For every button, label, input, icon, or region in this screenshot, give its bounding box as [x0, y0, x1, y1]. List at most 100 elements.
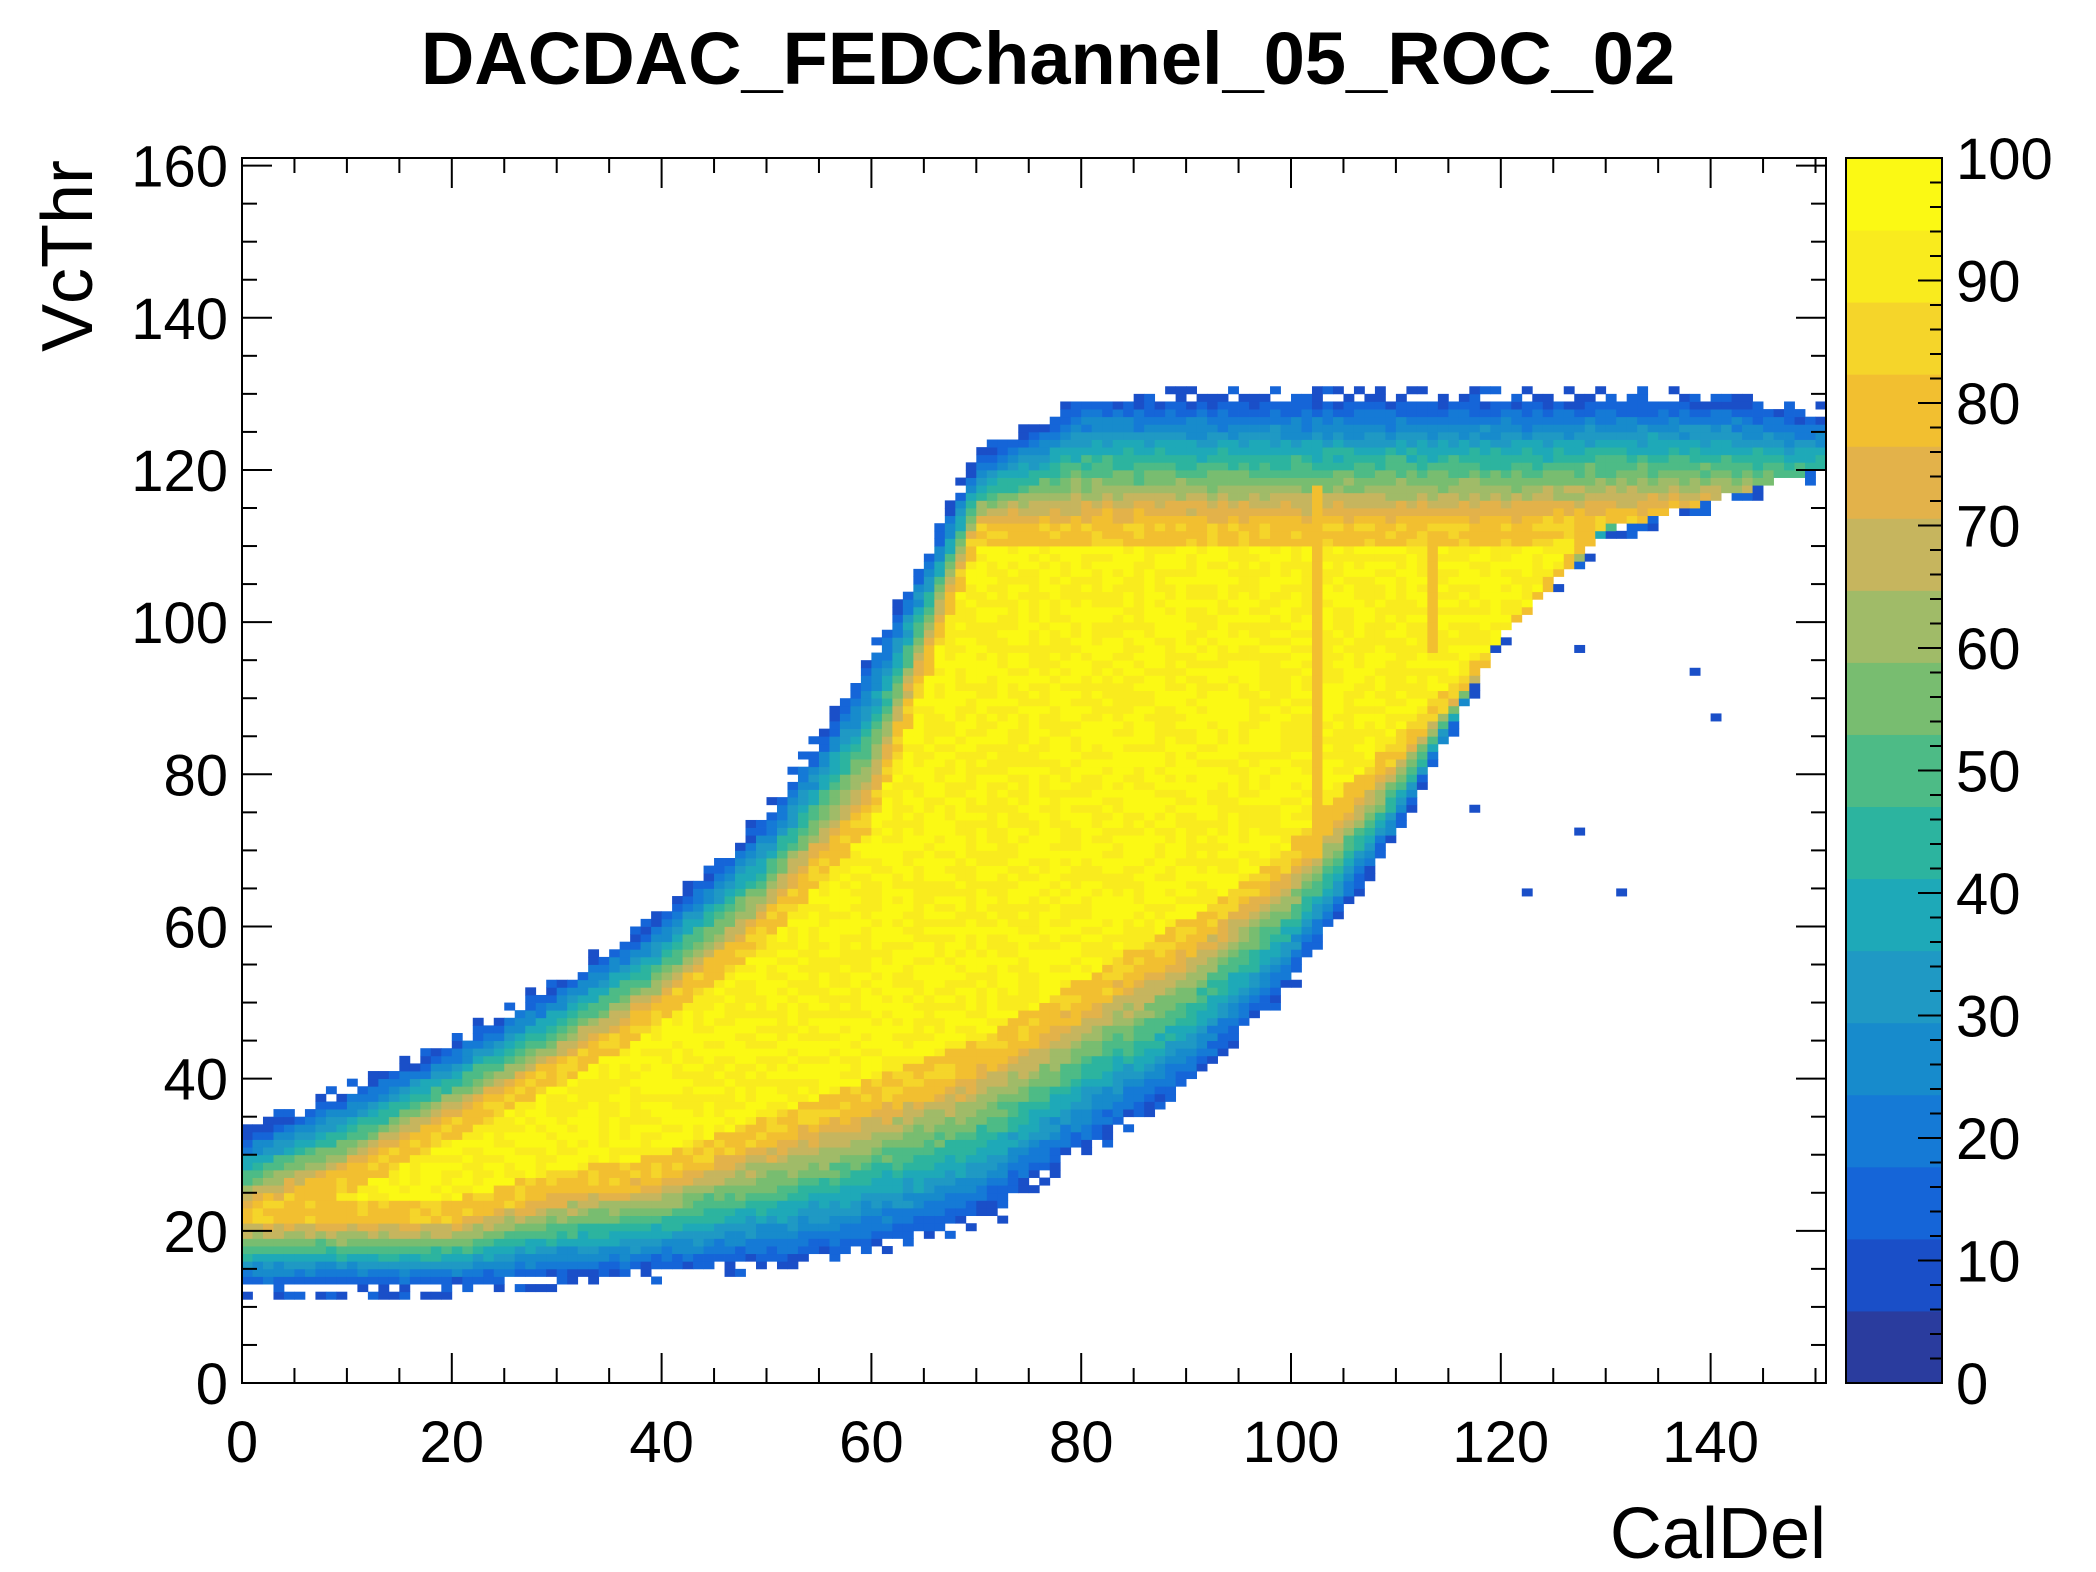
heatmap-cell — [577, 972, 589, 981]
heatmap-cell — [1112, 979, 1124, 988]
heatmap-cell — [1028, 477, 1040, 486]
heatmap-cell — [472, 1147, 484, 1156]
heatmap-cell — [955, 660, 967, 669]
heatmap-cell — [934, 1071, 946, 1080]
heatmap-cell — [923, 1192, 935, 1201]
heatmap-cell — [913, 903, 925, 912]
heatmap-cell — [986, 568, 998, 577]
heatmap-cell — [1102, 644, 1114, 653]
heatmap-cell — [1091, 835, 1103, 844]
heatmap-cell — [776, 1116, 788, 1125]
heatmap-cell — [378, 1238, 390, 1247]
heatmap-cell — [787, 873, 799, 882]
heatmap-cell — [829, 1063, 841, 1072]
heatmap-cell — [1007, 949, 1019, 958]
heatmap-cell — [724, 1139, 736, 1148]
heatmap-cell — [693, 1040, 704, 1049]
heatmap-cell — [493, 1230, 505, 1239]
heatmap-cell — [1007, 492, 1019, 501]
heatmap-cell — [986, 462, 998, 471]
heatmap-cell — [829, 743, 841, 752]
heatmap-cell — [1102, 1040, 1114, 1049]
heatmap-cell — [1049, 622, 1061, 631]
heatmap-cell — [1070, 865, 1082, 874]
heatmap-cell — [923, 743, 935, 752]
heatmap-cell — [965, 911, 977, 920]
heatmap-cell — [504, 1208, 516, 1217]
heatmap-cell — [986, 728, 998, 737]
heatmap-cell — [304, 1147, 316, 1156]
heatmap-cell — [787, 1215, 799, 1224]
heatmap-cell — [1049, 652, 1061, 661]
heatmap-cell — [472, 1169, 484, 1178]
heatmap-cell — [881, 1139, 893, 1148]
heatmap-cell — [514, 1048, 526, 1057]
heatmap-cell — [577, 1010, 589, 1019]
heatmap-cell — [1123, 538, 1135, 547]
heatmap-cell — [871, 789, 883, 798]
heatmap-cell — [997, 553, 1009, 562]
heatmap-cell — [409, 1093, 421, 1102]
heatmap-cell — [483, 1109, 495, 1118]
heatmap-cell — [483, 1215, 495, 1224]
heatmap-cell — [346, 1185, 358, 1194]
heatmap-cell — [1070, 439, 1082, 448]
heatmap-cell — [1123, 644, 1135, 653]
heatmap-cell — [818, 1063, 830, 1072]
heatmap-cell — [514, 1253, 526, 1262]
heatmap-cell — [955, 492, 967, 501]
heatmap-cell — [860, 1101, 872, 1110]
heatmap-cell — [1049, 561, 1061, 570]
heatmap-cell — [262, 1238, 274, 1247]
heatmap-cell — [808, 858, 820, 867]
heatmap-cell — [1018, 568, 1030, 577]
heatmap-cell — [965, 1147, 977, 1156]
heatmap-cell — [1070, 842, 1082, 851]
heatmap-cell — [871, 1230, 883, 1239]
heatmap-cell — [1091, 781, 1103, 790]
heatmap-cell — [923, 1055, 935, 1064]
heatmap-cell — [818, 1078, 830, 1087]
heatmap-cell — [1049, 683, 1061, 692]
heatmap-cell — [661, 1010, 673, 1019]
heatmap-cell — [252, 1276, 264, 1285]
heatmap-cell — [934, 705, 946, 714]
heatmap-cell — [787, 1071, 799, 1080]
heatmap-cell — [409, 1124, 421, 1133]
heatmap-cell — [1039, 705, 1051, 714]
heatmap-cell — [892, 721, 904, 730]
heatmap-cell — [1102, 774, 1114, 783]
heatmap-cell — [630, 1040, 642, 1049]
heatmap-cell — [1007, 447, 1019, 456]
heatmap-cell — [892, 1093, 904, 1102]
heatmap-cell — [934, 987, 946, 996]
heatmap-cell — [367, 1261, 379, 1270]
heatmap-cell — [609, 994, 621, 1003]
heatmap-cell — [913, 1101, 925, 1110]
heatmap-cell — [787, 949, 799, 958]
heatmap-cell — [965, 888, 977, 897]
heatmap-cell — [1018, 926, 1030, 935]
heatmap-cell — [735, 1055, 746, 1064]
heatmap-cell — [902, 1208, 914, 1217]
heatmap-cell — [1091, 1063, 1103, 1072]
heatmap-cell — [955, 1169, 967, 1178]
heatmap-cell — [1007, 469, 1019, 478]
heatmap-cell — [1070, 523, 1082, 532]
heatmap-cell — [493, 1215, 505, 1224]
heatmap-cell — [242, 1192, 253, 1201]
heatmap-cell — [766, 1101, 778, 1110]
heatmap-cell — [609, 1238, 621, 1247]
heatmap-cell — [1123, 614, 1135, 623]
heatmap-cell — [1070, 553, 1082, 562]
heatmap-cell — [325, 1223, 337, 1232]
heatmap-cell — [776, 911, 788, 920]
heatmap-cell — [776, 1086, 788, 1095]
heatmap-cell — [1112, 660, 1124, 669]
heatmap-cell — [430, 1116, 442, 1125]
heatmap-cell — [892, 888, 904, 897]
heatmap-cell — [997, 1033, 1009, 1042]
heatmap-cell — [934, 774, 946, 783]
heatmap-cell — [1070, 469, 1082, 478]
heatmap-cell — [860, 1246, 872, 1255]
